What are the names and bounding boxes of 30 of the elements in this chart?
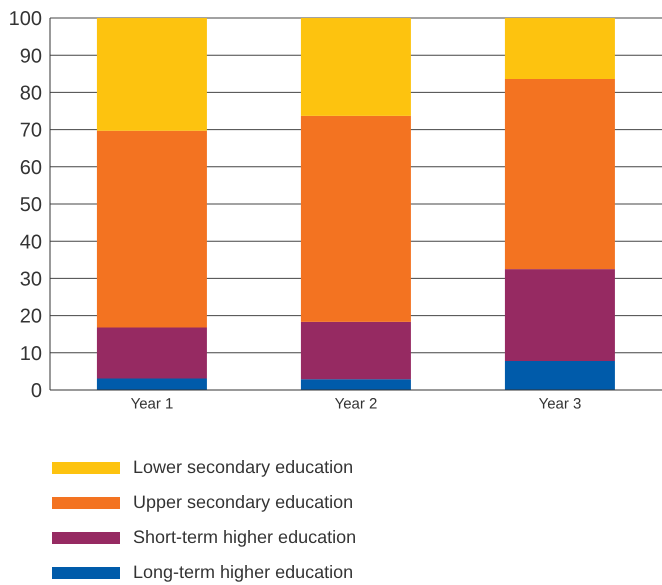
x-tick-label: Year 1 [130, 396, 174, 413]
bar [300, 379, 411, 390]
y-tick-label: 60 [20, 156, 42, 179]
y-tick-label: 40 [20, 231, 42, 254]
y-tick-label: 90 [20, 45, 42, 68]
bar [300, 322, 411, 380]
y-tick-label: 20 [20, 306, 42, 328]
bar [300, 116, 411, 322]
bar [504, 79, 615, 270]
bar [504, 18, 615, 80]
y-tick-label: 30 [20, 268, 42, 290]
y-tick-label: 50 [20, 194, 42, 216]
bar [96, 130, 207, 328]
y-tick-label: 70 [20, 120, 42, 142]
bar [96, 328, 207, 378]
bar [504, 269, 615, 361]
bar [504, 360, 615, 390]
x-tick-label: Year 2 [334, 396, 378, 413]
legend-label: Upper secondary education [133, 492, 354, 513]
legend-label: Short-term higher education [133, 527, 356, 548]
y-tick-label: 100 [8, 8, 42, 30]
y-tick-label: 80 [20, 82, 42, 104]
legend-label: Long-term higher education [133, 562, 354, 583]
y-tick-label: 10 [20, 342, 42, 365]
bar [300, 18, 411, 116]
bar [96, 378, 207, 390]
x-tick-label: Year 3 [538, 396, 582, 413]
y-tick-label: 0 [30, 380, 42, 402]
bar [96, 18, 207, 131]
legend-label: Lower secondary education [133, 457, 354, 478]
